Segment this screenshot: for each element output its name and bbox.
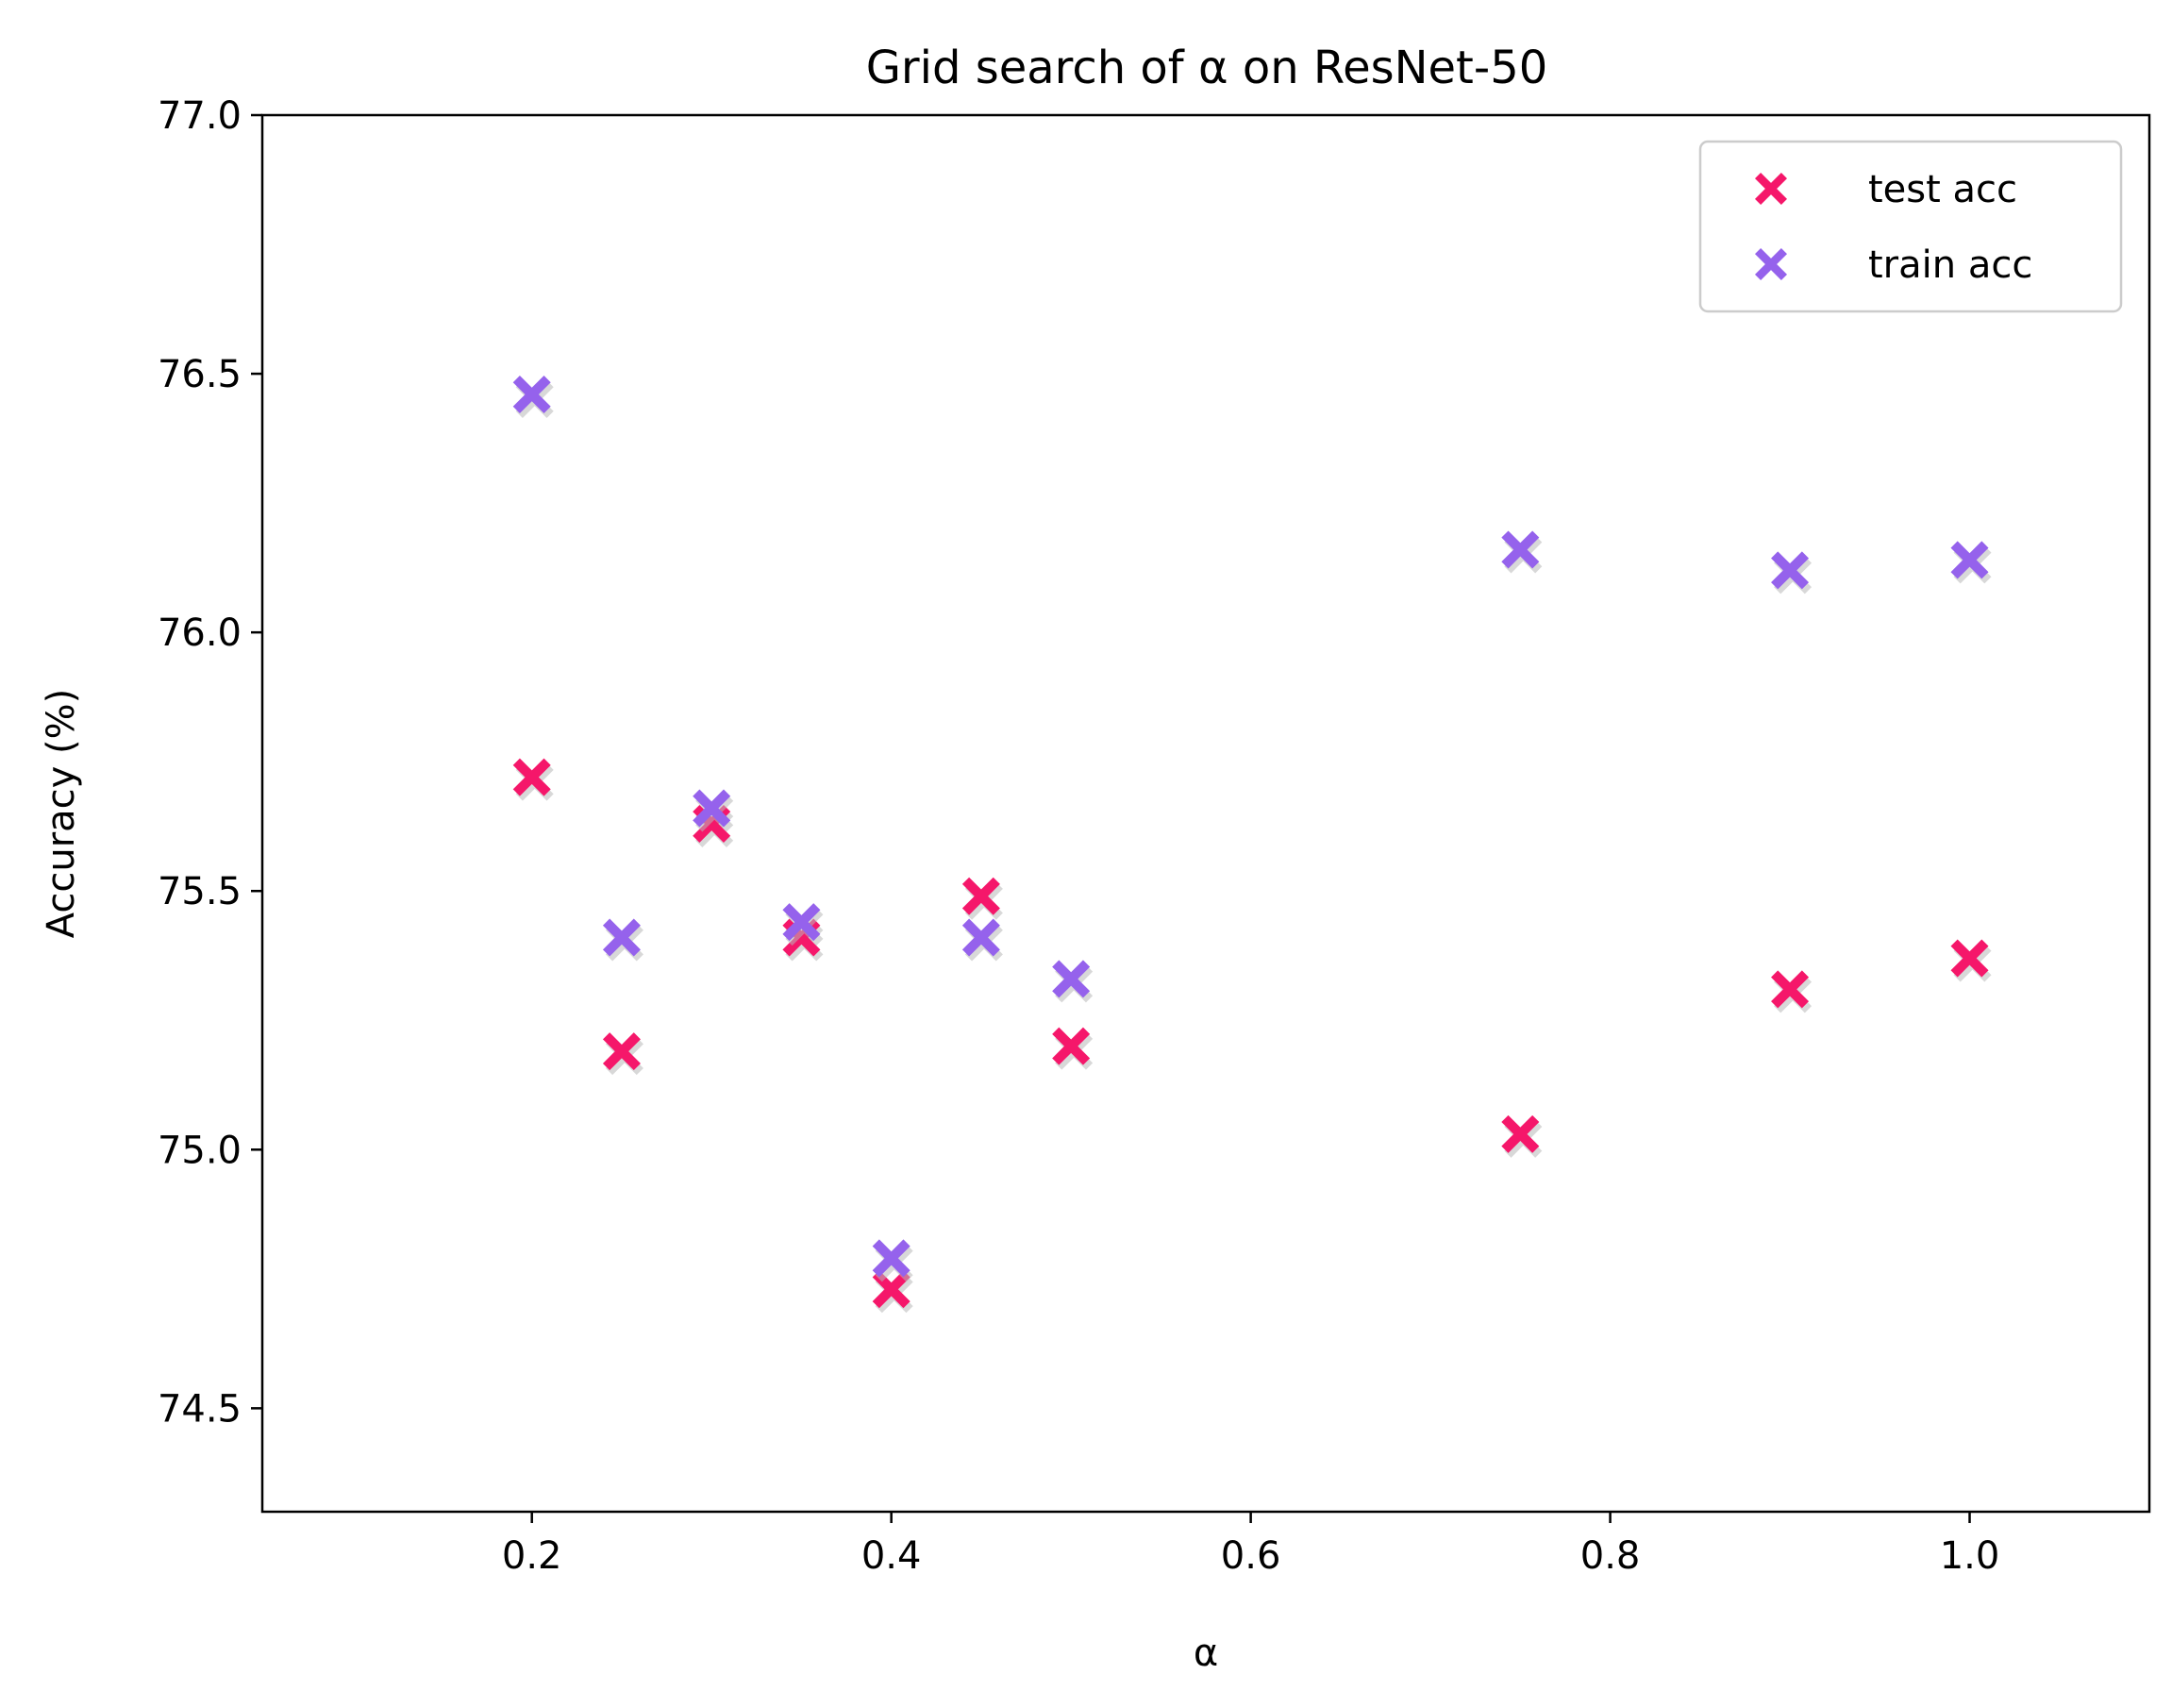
y-tick-label: 77.0 xyxy=(158,94,242,138)
train-acc-point xyxy=(872,1239,911,1278)
data-points xyxy=(512,376,1992,1314)
legend-label-test-acc: test acc xyxy=(1868,168,2017,211)
train-acc-point xyxy=(782,903,821,942)
test-acc-point xyxy=(1052,1027,1091,1065)
x-axis: 0.2 0.4 0.6 0.8 1.0 xyxy=(502,1512,1999,1578)
chart-title: Grid search of α on ResNet-50 xyxy=(866,42,1548,94)
train-acc-point xyxy=(961,918,1000,957)
y-axis-label: Accuracy (%) xyxy=(40,689,83,939)
legend-box xyxy=(1698,140,2123,313)
x-tick-label: 0.4 xyxy=(861,1534,922,1578)
train-acc-point xyxy=(1771,551,1810,590)
test-acc-point xyxy=(1950,939,1989,978)
legend-marker-test-acc xyxy=(1755,173,1787,205)
test-acc-point xyxy=(1501,1114,1540,1153)
train-acc-point xyxy=(1950,541,1989,579)
train-acc-point xyxy=(602,918,641,957)
y-tick-label: 76.0 xyxy=(158,611,242,655)
test-acc-point xyxy=(602,1032,641,1071)
train-acc-point xyxy=(1501,530,1540,569)
legend: test acc train acc xyxy=(1698,140,2123,313)
train-acc-point xyxy=(512,376,551,413)
test-acc-point xyxy=(512,758,551,796)
x-tick-label: 0.8 xyxy=(1580,1534,1641,1578)
x-tick-label: 0.2 xyxy=(502,1534,562,1578)
x-axis-label: α xyxy=(1194,1632,1218,1675)
y-tick-label: 75.0 xyxy=(158,1129,242,1172)
legend-marker-train-acc xyxy=(1755,248,1787,280)
legend-label-train-acc: train acc xyxy=(1868,243,2032,287)
test-acc-point xyxy=(1771,970,1810,1009)
y-axis: 74.5 75.0 75.5 76.0 76.5 77.0 xyxy=(158,94,262,1431)
y-tick-label: 74.5 xyxy=(158,1387,242,1431)
x-tick-label: 1.0 xyxy=(1940,1534,2000,1578)
y-tick-label: 75.5 xyxy=(158,870,242,913)
test-acc-point xyxy=(961,877,1000,915)
x-tick-label: 0.6 xyxy=(1221,1534,1281,1578)
train-acc-point xyxy=(1052,960,1091,998)
plot-frame xyxy=(260,113,2151,1514)
train-acc-point xyxy=(693,789,731,828)
y-tick-label: 76.5 xyxy=(158,353,242,396)
plot-area xyxy=(260,113,2151,1514)
